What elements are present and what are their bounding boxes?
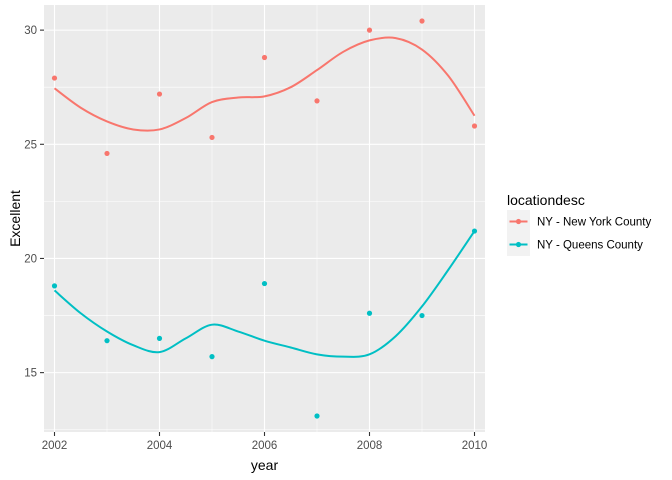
smooth-line-series-1 [53,36,476,132]
smooth-lines [53,36,476,358]
x-axis-title: year [251,457,279,473]
data-point-series-1 [261,54,268,61]
y-tick-label: 25 [24,139,37,151]
smooth-line-series-2 [53,230,476,358]
data-point-series-2 [261,280,268,287]
y-axis-title: Excellent [7,190,23,247]
data-point-series-1 [51,75,58,81]
data-point-series-1 [156,91,163,97]
x-tick-label: 2006 [252,440,278,452]
data-point-series-1 [366,27,373,33]
data-point-series-1 [209,134,215,141]
y-axis: 15 20 25 30 [24,25,44,380]
legend-key-point-1 [515,218,522,225]
data-point-series-2 [419,312,425,319]
data-points [51,18,478,419]
data-point-series-2 [314,413,320,419]
x-tick-label: 2004 [147,440,173,452]
data-point-series-1 [314,98,320,104]
data-point-series-1 [419,18,425,24]
legend-key-point-2 [515,241,522,248]
data-point-series-2 [104,338,110,344]
data-point-series-2 [366,310,373,316]
legend-label-1: NY - New York County [537,217,651,229]
data-point-series-2 [209,354,215,360]
data-point-series-2 [471,228,478,234]
data-point-series-2 [51,283,58,289]
legend-items: NY - New York County NY - Queens County [507,210,651,256]
x-tick-label: 2008 [357,440,383,452]
y-tick-label: 15 [24,368,37,380]
legend-title: locationdesc [507,192,585,208]
data-point-series-1 [471,123,478,129]
data-point-series-2 [156,335,163,341]
y-tick-label: 30 [24,25,37,37]
x-tick-label: 2002 [42,440,68,452]
data-point-series-1 [104,150,110,157]
x-axis: 2002 2004 2006 2008 2010 [42,432,488,452]
legend: locationdesc NY - New York County NY - Qu… [507,192,651,256]
x-tick-label: 2010 [462,440,488,452]
y-tick-label: 20 [24,253,37,265]
legend-label-2: NY - Queens County [537,240,643,252]
